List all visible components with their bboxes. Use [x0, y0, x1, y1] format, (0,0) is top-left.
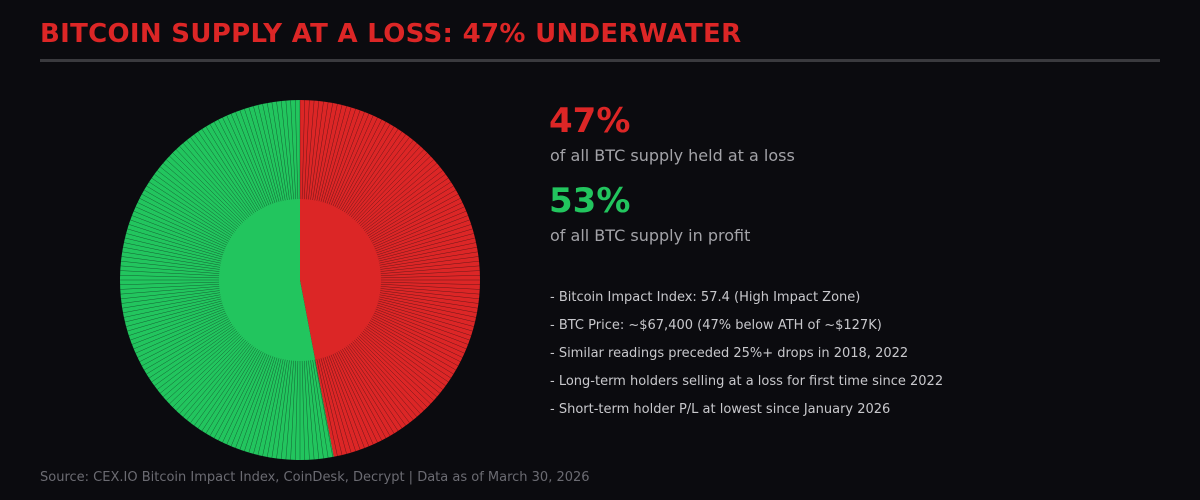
supply-pie-chart [110, 90, 490, 470]
loss-percentage: 47% [549, 101, 631, 141]
fact-btc-price: - BTC Price: ~$67,400 (47% below ATH of … [550, 318, 882, 333]
fact-short-term-holders: - Short-term holder P/L at lowest since … [550, 402, 891, 417]
source-note: Source: CEX.IO Bitcoin Impact Index, Coi… [40, 470, 590, 485]
pie-texture [120, 100, 480, 460]
key-facts-list: - Bitcoin Impact Index: 57.4 (High Impac… [550, 289, 943, 429]
fact-long-term-holders: - Long-term holders selling at a loss fo… [550, 374, 944, 389]
fact-impact-index: - Bitcoin Impact Index: 57.4 (High Impac… [550, 290, 861, 305]
title-divider [40, 59, 1160, 62]
profit-percentage: 53% [549, 181, 631, 221]
profit-label: of all BTC supply in profit [550, 226, 751, 245]
page-title: BITCOIN SUPPLY AT A LOSS: 47% UNDERWATER [40, 19, 742, 49]
pie-svg [119, 100, 480, 460]
fact-historical-drops: - Similar readings preceded 25%+ drops i… [550, 346, 909, 361]
loss-label: of all BTC supply held at a loss [550, 146, 795, 165]
pie-slice-profit [119, 100, 334, 460]
